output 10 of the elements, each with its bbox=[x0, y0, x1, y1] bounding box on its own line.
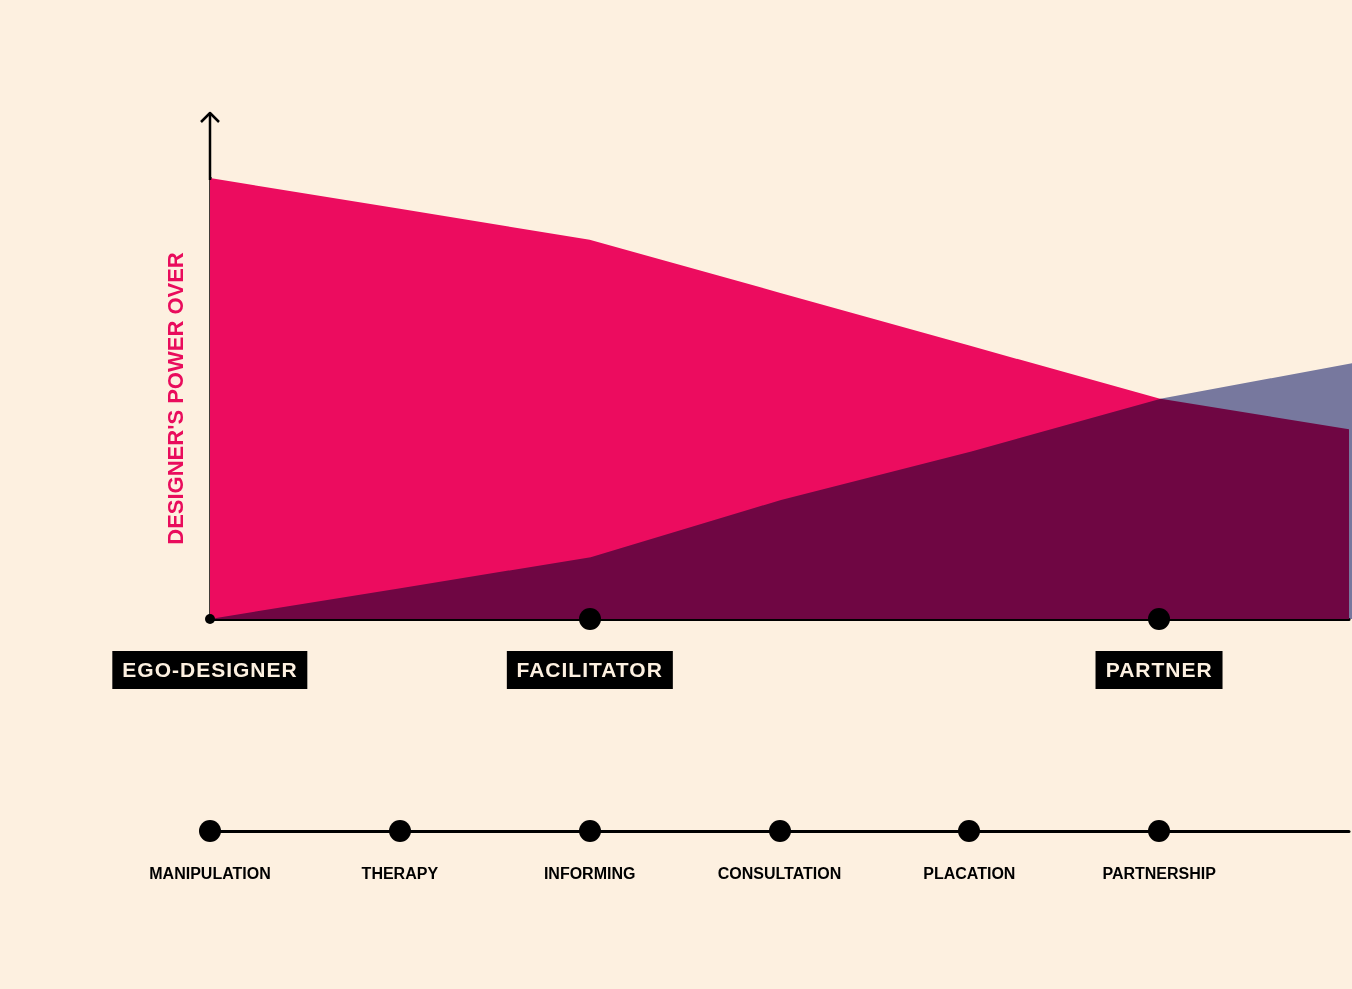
annotation: FACILITATOR bbox=[506, 651, 673, 689]
x-tick-label: PARTNERSHIP bbox=[1102, 864, 1217, 882]
y-axis-title: DESIGNER'S POWER OVER bbox=[162, 252, 188, 545]
annotation: PARTNER bbox=[1095, 651, 1223, 689]
x-tick-label: MANIPULATION bbox=[149, 864, 271, 882]
x-tick-label: INFORMING bbox=[543, 864, 636, 882]
x-tick-label: PLACATION bbox=[923, 864, 1016, 882]
x-tick-label: THERAPY bbox=[361, 864, 439, 882]
annotation: EGO-DESIGNER bbox=[112, 651, 308, 689]
x-tick-label: CONSULTATION bbox=[717, 864, 842, 882]
